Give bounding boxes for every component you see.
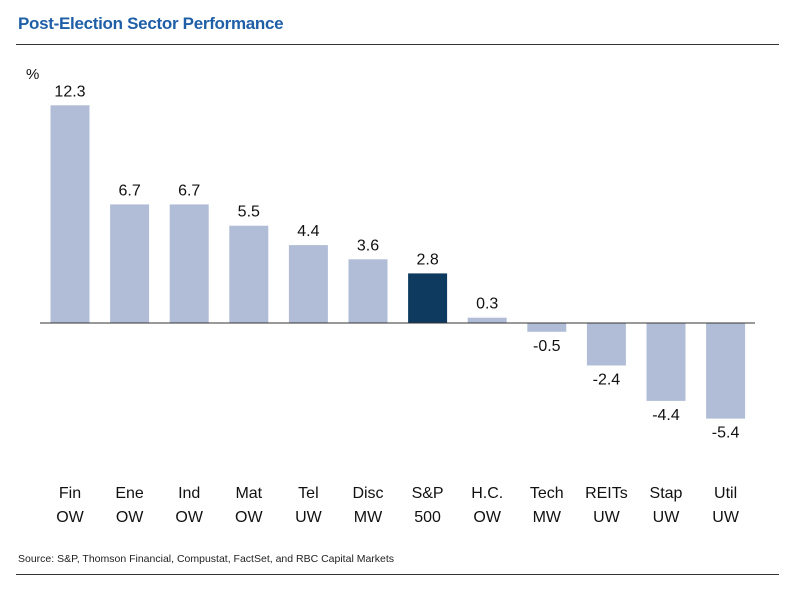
bar-util-uw [706, 323, 746, 419]
category-label: Tel [298, 485, 318, 502]
title-divider [16, 44, 779, 45]
category-label: Tech [530, 485, 564, 502]
category-label: Util [714, 485, 737, 502]
bar-reits-uw [586, 323, 626, 366]
category-label: MW [533, 509, 562, 526]
bar-sp-500 [408, 273, 448, 323]
category-label: Stap [650, 485, 683, 502]
category-label: MW [354, 509, 383, 526]
data-label: 6.7 [178, 182, 200, 199]
bar-fin-ow [50, 105, 90, 323]
category-label: Mat [235, 485, 262, 502]
category-label: OW [56, 509, 84, 526]
category-label: Fin [59, 485, 81, 502]
category-label: Ind [178, 485, 200, 502]
source-note: Source: S&P, Thomson Financial, Compusta… [18, 553, 395, 565]
category-label: OW [473, 509, 501, 526]
chart-title: Post-Election Sector Performance [18, 14, 284, 33]
category-label: UW [593, 509, 621, 526]
data-label: 6.7 [118, 182, 140, 199]
category-label: OW [235, 509, 263, 526]
category-label: OW [175, 509, 203, 526]
bar-hc-ow [467, 317, 507, 323]
data-label: 12.3 [54, 83, 85, 100]
data-label: 2.8 [416, 251, 438, 268]
bar-stap-uw [646, 323, 686, 401]
category-label: 500 [414, 509, 441, 526]
category-label: UW [653, 509, 681, 526]
category-label: Ene [115, 485, 144, 502]
bar-ind-ow [169, 204, 209, 323]
y-axis-unit: % [26, 66, 40, 83]
category-label: UW [295, 509, 323, 526]
category-label: OW [116, 509, 144, 526]
data-label: 3.6 [357, 237, 379, 254]
data-label: -5.4 [712, 425, 740, 442]
bar-disc-mw [348, 259, 388, 323]
data-label: 5.5 [238, 204, 260, 221]
category-label: Disc [352, 485, 383, 502]
bar-mat-ow [229, 225, 269, 323]
category-label: S&P [412, 485, 444, 502]
data-label: 4.4 [297, 223, 319, 240]
data-label: -4.4 [652, 407, 680, 424]
data-label: 0.3 [476, 296, 498, 313]
footer-divider [16, 574, 779, 575]
bar-tech-mw [527, 323, 567, 332]
bar-tel-uw [288, 245, 328, 323]
data-label: -0.5 [533, 338, 561, 355]
category-label: H.C. [471, 485, 503, 502]
category-label: REITs [585, 485, 628, 502]
bar-ene-ow [110, 204, 150, 323]
data-label: -2.4 [593, 372, 621, 389]
category-label: UW [712, 509, 740, 526]
